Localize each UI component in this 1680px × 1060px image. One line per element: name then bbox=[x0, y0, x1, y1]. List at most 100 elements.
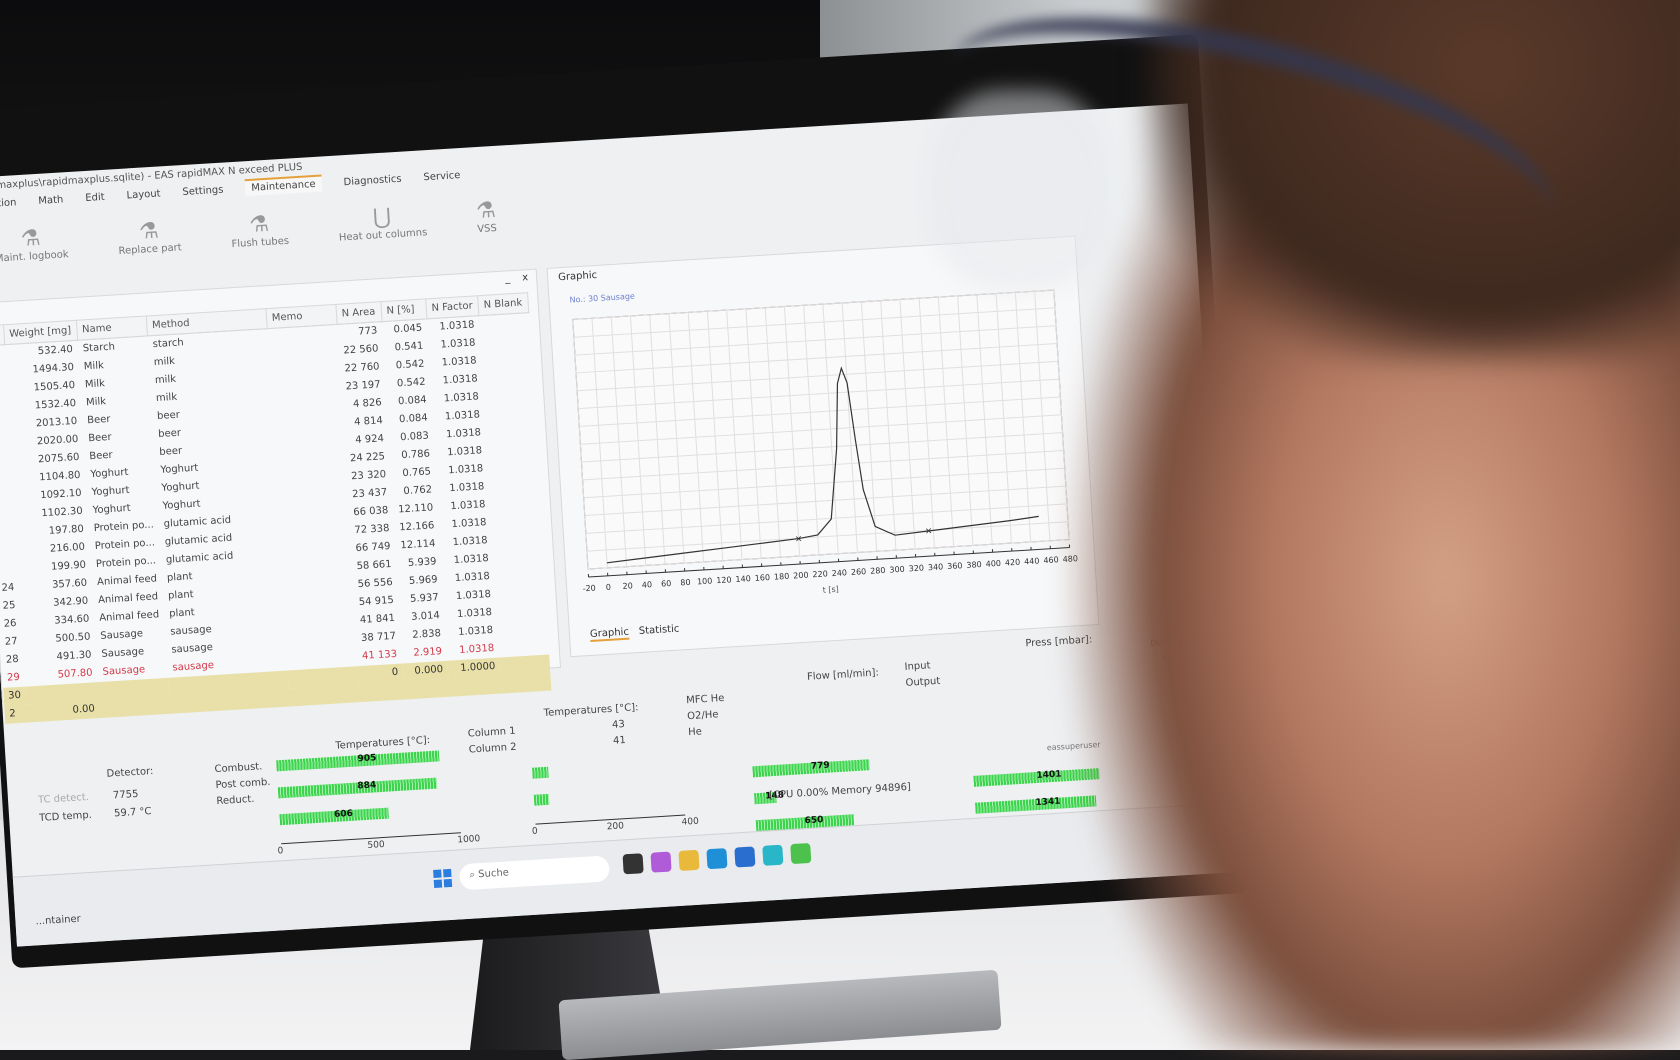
x-tick-label: 260 bbox=[851, 567, 867, 577]
ribbon-button[interactable]: ⚗VSS bbox=[475, 198, 497, 235]
menu-settings[interactable]: Settings bbox=[182, 185, 224, 198]
flow-title: Flow [ml/min]: bbox=[807, 667, 879, 682]
cell-no: 27 bbox=[0, 632, 23, 651]
ribbon-button[interactable]: ⚗Flush tubes bbox=[230, 211, 290, 250]
ribbon: ⚗Maint. logbook⚗Replace part⚗Flush tubes… bbox=[0, 198, 497, 265]
outlook-icon[interactable] bbox=[734, 846, 755, 867]
temps-value: 884 bbox=[357, 780, 376, 791]
ribbon-button[interactable]: ⚗Maint. logbook bbox=[0, 224, 69, 264]
start-icon[interactable] bbox=[433, 869, 452, 888]
cell-no bbox=[0, 542, 18, 561]
detector-title: Detector: bbox=[106, 766, 153, 780]
x-tick-label: 0 bbox=[606, 583, 612, 592]
task-view-icon[interactable] bbox=[623, 853, 644, 874]
temps-bar: 884 bbox=[278, 778, 437, 799]
x-tick-label: 240 bbox=[831, 568, 847, 578]
cell-no bbox=[0, 524, 17, 543]
menu-diagnostics[interactable]: Diagnostics bbox=[343, 174, 402, 189]
columns-bar bbox=[532, 767, 549, 779]
menu-maintenance[interactable]: Maintenance bbox=[245, 175, 322, 197]
axis-tick-label: 0 bbox=[532, 827, 538, 837]
ribbon-button[interactable]: ⋃Heat out columns bbox=[337, 202, 428, 243]
flow-value: 779 bbox=[811, 761, 830, 772]
green-app-icon[interactable] bbox=[790, 843, 811, 864]
x-tick-label: 200 bbox=[793, 571, 809, 581]
cell-no: 30 bbox=[3, 686, 27, 705]
temps-label: Post comb. bbox=[215, 777, 271, 791]
menu-edit[interactable]: Edit bbox=[85, 192, 105, 204]
integration-marker: × bbox=[795, 534, 803, 544]
ribbon-label: Flush tubes bbox=[231, 236, 289, 250]
columns-value: 43 bbox=[612, 719, 625, 731]
tc-detect-label: TC detect. bbox=[38, 792, 89, 806]
ribbon-label: VSS bbox=[477, 223, 497, 235]
flow-bar: 779 bbox=[752, 759, 869, 777]
menu-service[interactable]: Service bbox=[423, 170, 461, 183]
flow-label: MFC He bbox=[686, 693, 725, 706]
column-header[interactable]: N Area bbox=[336, 302, 382, 325]
tcd-temp-value: 59.7 °C bbox=[114, 806, 152, 819]
x-tick-label: 120 bbox=[716, 575, 732, 585]
axis-tick-label: 0 bbox=[277, 846, 283, 856]
tab-graphic[interactable]: Graphic bbox=[590, 627, 630, 642]
axis-tick-label: 1000 bbox=[457, 834, 480, 845]
x-axis-label: t [s] bbox=[822, 585, 839, 595]
close-button[interactable]: x bbox=[522, 272, 529, 283]
cube-app-icon[interactable] bbox=[762, 845, 783, 866]
columns-label: Column 1 bbox=[468, 726, 516, 740]
flow-value: 650 bbox=[804, 815, 823, 826]
copilot-icon[interactable] bbox=[650, 851, 671, 872]
sample-label: No.: 30 Sausage bbox=[569, 292, 635, 305]
cell-no: 24 bbox=[0, 578, 20, 597]
graphic-panel-title: Graphic bbox=[558, 270, 598, 283]
cell-no: 29 bbox=[2, 668, 26, 687]
x-tick-label: 300 bbox=[889, 565, 905, 575]
ribbon-button[interactable]: ⚗Replace part bbox=[117, 217, 182, 257]
status-text: ...ntainer bbox=[35, 914, 81, 928]
x-tick-label: 60 bbox=[661, 579, 672, 589]
cell-no bbox=[0, 506, 15, 525]
ribbon-label: Replace part bbox=[118, 242, 182, 257]
axis-tick-label: 400 bbox=[681, 817, 699, 828]
x-tick-label: 280 bbox=[870, 566, 886, 576]
cell-no: 28 bbox=[0, 650, 24, 669]
tab-statistic[interactable]: Statistic bbox=[639, 624, 680, 639]
temps-title: Temperatures [°C]: bbox=[335, 735, 430, 752]
x-tick-label: 40 bbox=[642, 580, 653, 590]
press-label: Output bbox=[905, 676, 940, 689]
vss-icon: ⚗ bbox=[475, 198, 496, 224]
minimize-button[interactable]: _ bbox=[505, 273, 511, 284]
flow-label: He bbox=[688, 726, 702, 738]
menu-ation[interactable]: ...ation bbox=[0, 197, 17, 210]
column-header[interactable]: N [%] bbox=[381, 299, 427, 322]
file-explorer-icon[interactable] bbox=[678, 850, 699, 871]
search-placeholder: Suche bbox=[478, 867, 509, 880]
temps-bar: 905 bbox=[276, 750, 439, 771]
tc-detect-value: 7755 bbox=[113, 789, 139, 802]
x-tick-label: 440 bbox=[1024, 556, 1040, 566]
cell-no bbox=[0, 560, 19, 579]
integration-marker: × bbox=[925, 526, 933, 536]
taskbar-apps bbox=[623, 843, 812, 874]
columns-value: 41 bbox=[613, 735, 626, 747]
columns-label: Column 2 bbox=[469, 742, 517, 756]
columns-title: Temperatures [°C]: bbox=[543, 702, 638, 719]
x-tick-label: 460 bbox=[1043, 555, 1059, 565]
press-label: Input bbox=[904, 660, 931, 673]
temps-value: 905 bbox=[357, 753, 376, 764]
flow-label: O2/He bbox=[687, 709, 719, 722]
menu-layout[interactable]: Layout bbox=[126, 188, 161, 201]
temps-label: Reduct. bbox=[216, 794, 255, 807]
menu-math[interactable]: Math bbox=[38, 194, 64, 207]
x-tick-label: 380 bbox=[966, 560, 982, 570]
x-tick-label: 20 bbox=[622, 581, 633, 591]
x-tick-label: 100 bbox=[697, 576, 713, 586]
temps-value: 606 bbox=[334, 809, 353, 820]
edge-icon[interactable] bbox=[706, 848, 727, 869]
taskbar-search[interactable]: ⌕ Suche bbox=[459, 855, 610, 890]
x-tick-label: 160 bbox=[755, 573, 771, 583]
axis-tick-label: 200 bbox=[607, 821, 625, 832]
x-tick-label: 180 bbox=[774, 572, 790, 582]
